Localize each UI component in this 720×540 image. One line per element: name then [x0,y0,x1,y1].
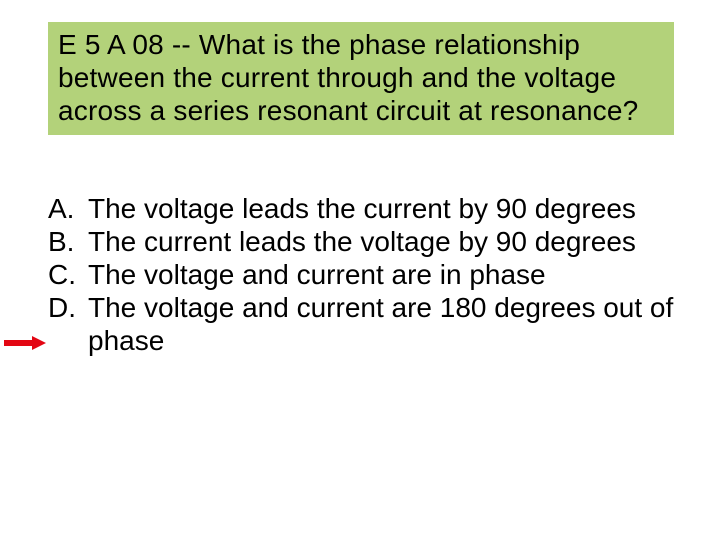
correct-answer-arrow-icon [4,336,46,350]
answer-option: D. The voltage and current are 180 degre… [48,291,674,357]
answer-label: B. [48,225,82,258]
question-box: E 5 A 08 -- What is the phase relationsh… [48,22,674,135]
answer-text: The voltage leads the current by 90 degr… [82,192,674,225]
question-text: E 5 A 08 -- What is the phase relationsh… [58,28,664,127]
answer-label: C. [48,258,82,291]
answer-label: D. [48,291,82,324]
answer-label: A. [48,192,82,225]
answer-text: The voltage and current are in phase [82,258,674,291]
answer-option: A. The voltage leads the current by 90 d… [48,192,674,225]
answer-text: The current leads the voltage by 90 degr… [82,225,674,258]
answer-option: B. The current leads the voltage by 90 d… [48,225,674,258]
answer-text: The voltage and current are 180 degrees … [82,291,674,357]
answer-option: C. The voltage and current are in phase [48,258,674,291]
answer-list: A. The voltage leads the current by 90 d… [48,192,674,357]
